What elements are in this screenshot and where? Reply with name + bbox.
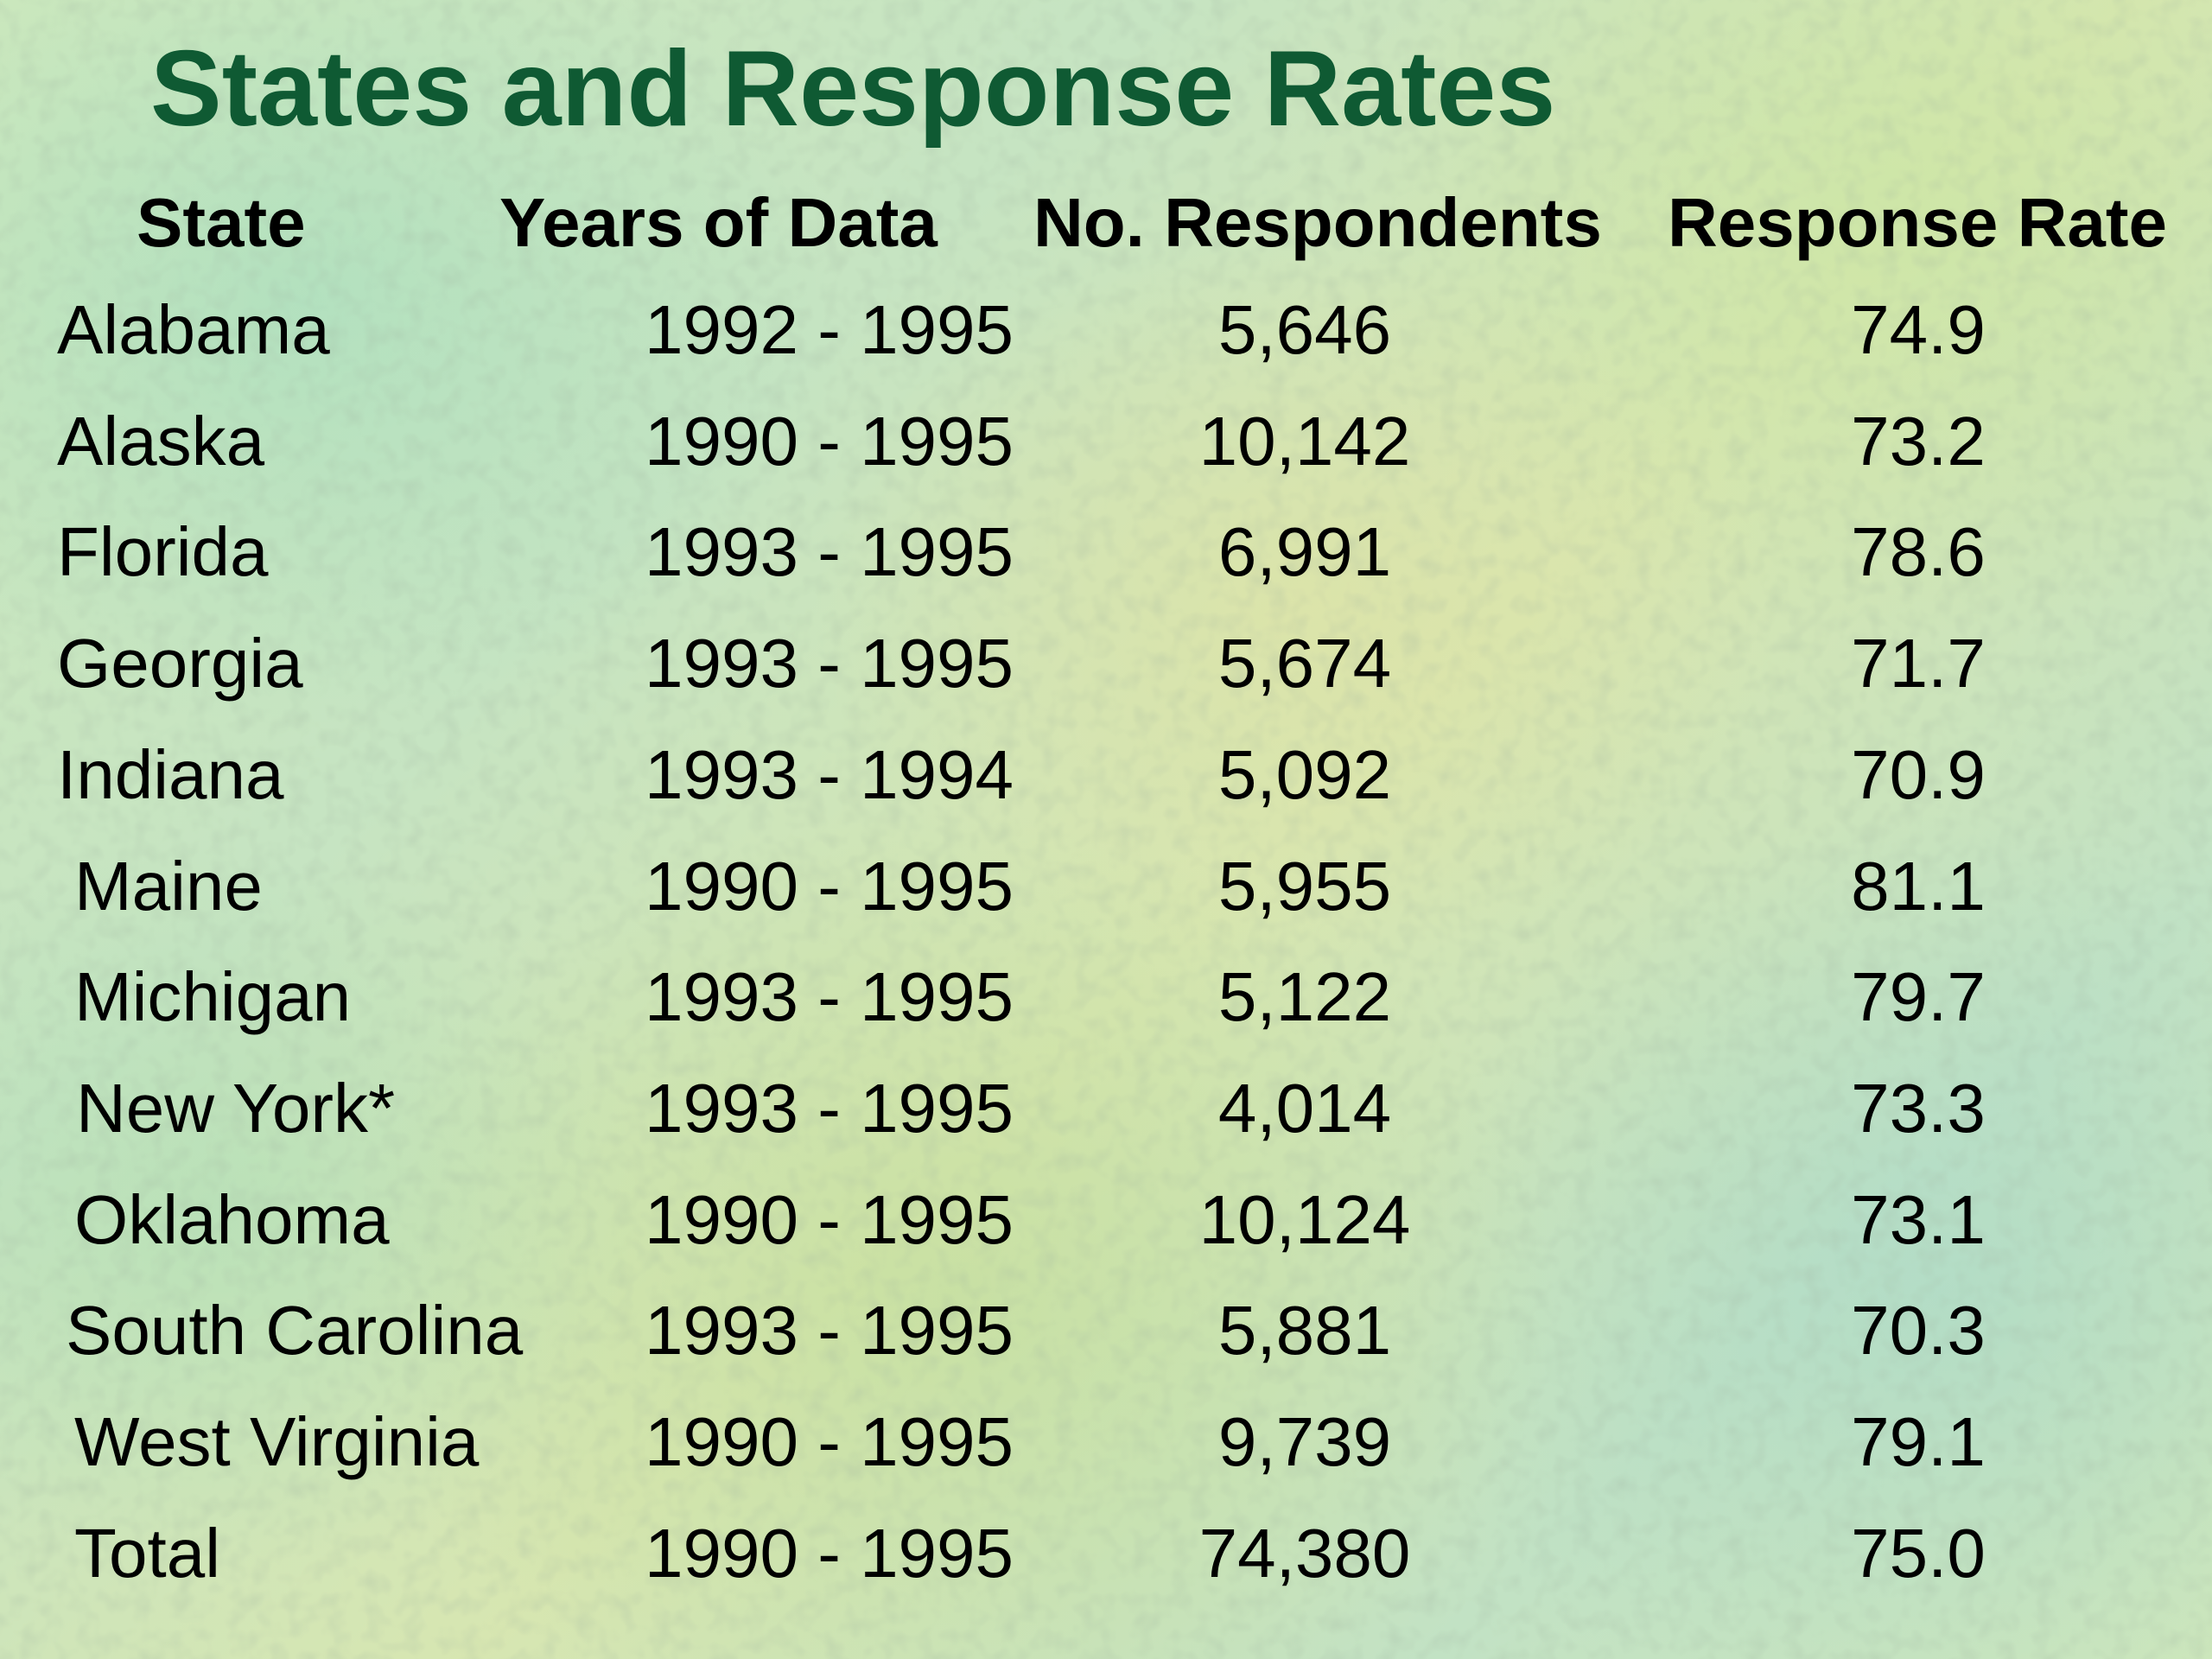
cell-respondents: 5,122: [1217, 958, 1392, 1035]
cell-respondents: 4,014: [1217, 1070, 1392, 1147]
cell-response-rate: 73.2: [1851, 403, 1986, 480]
cell-years: 1990 - 1995: [645, 1515, 1014, 1592]
cell-respondents: 74,380: [1198, 1515, 1411, 1592]
cell-state: Oklahoma: [74, 1181, 390, 1258]
cell-respondents: 10,142: [1198, 403, 1411, 480]
cell-years: 1993 - 1995: [645, 958, 1014, 1035]
cell-respondents: 5,646: [1217, 291, 1392, 368]
cell-response-rate: 70.3: [1851, 1292, 1986, 1369]
cell-state: Alabama: [57, 291, 330, 368]
cell-response-rate: 71.7: [1851, 625, 1986, 702]
cell-respondents: 9,739: [1217, 1403, 1392, 1480]
cell-state: Georgia: [57, 625, 303, 702]
header-state: State: [137, 184, 306, 261]
cell-response-rate: 79.7: [1851, 958, 1986, 1035]
cell-respondents: 5,955: [1217, 848, 1392, 925]
slide-title: States and Response Rates: [150, 29, 1556, 149]
cell-respondents: 6,991: [1217, 513, 1392, 590]
cell-response-rate: 78.6: [1851, 513, 1986, 590]
cell-state: Michigan: [74, 958, 352, 1035]
cell-years: 1993 - 1995: [645, 625, 1014, 702]
cell-response-rate: 81.1: [1851, 848, 1986, 925]
cell-state: West Virginia: [74, 1403, 480, 1480]
cell-respondents: 5,092: [1217, 736, 1392, 813]
cell-respondents: 5,881: [1217, 1292, 1392, 1369]
cell-state: Total: [74, 1515, 220, 1592]
header-years-of-data: Years of Data: [499, 184, 938, 261]
header-response-rate: Response Rate: [1668, 184, 2167, 261]
cell-state: Alaska: [57, 403, 265, 480]
cell-state: Maine: [74, 848, 263, 925]
cell-years: 1990 - 1995: [645, 403, 1014, 480]
cell-state: Indiana: [57, 736, 284, 813]
cell-response-rate: 73.3: [1851, 1070, 1986, 1147]
cell-years: 1993 - 1994: [645, 736, 1014, 813]
cell-years: 1990 - 1995: [645, 848, 1014, 925]
cell-respondents: 5,674: [1217, 625, 1392, 702]
cell-response-rate: 70.9: [1851, 736, 1986, 813]
cell-years: 1993 - 1995: [645, 513, 1014, 590]
cell-state: Florida: [57, 513, 269, 590]
cell-state: South Carolina: [66, 1292, 524, 1369]
cell-response-rate: 75.0: [1851, 1515, 1986, 1592]
header-no-respondents: No. Respondents: [1033, 184, 1602, 261]
cell-years: 1990 - 1995: [645, 1403, 1014, 1480]
cell-response-rate: 79.1: [1851, 1403, 1986, 1480]
cell-respondents: 10,124: [1198, 1181, 1411, 1258]
cell-years: 1993 - 1995: [645, 1292, 1014, 1369]
cell-response-rate: 74.9: [1851, 291, 1986, 368]
cell-state: New York*: [76, 1070, 396, 1147]
cell-response-rate: 73.1: [1851, 1181, 1986, 1258]
cell-years: 1992 - 1995: [645, 291, 1014, 368]
cell-years: 1990 - 1995: [645, 1181, 1014, 1258]
cell-years: 1993 - 1995: [645, 1070, 1014, 1147]
